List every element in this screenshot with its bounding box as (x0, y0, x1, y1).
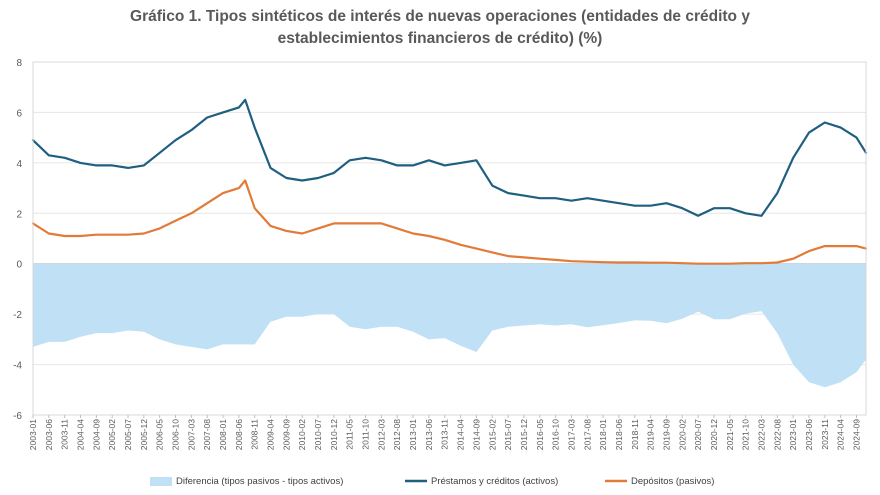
x-tick-label: 2019-04 (646, 419, 656, 450)
x-tick-label: 2007-03 (186, 419, 196, 450)
legend-item-prestamos: Préstamos y créditos (activos) (405, 476, 558, 487)
x-tick-label: 2012-08 (392, 419, 402, 450)
x-tick-label: 2013-11 (440, 419, 450, 450)
x-tick-label: 2018-06 (614, 419, 624, 450)
x-tick-label: 2013-06 (424, 419, 434, 450)
x-tick-label: 2008-11 (250, 419, 260, 450)
x-tick-label: 2004-04 (76, 419, 86, 450)
x-tick-label: 2020-07 (693, 419, 703, 450)
x-tick-label: 2009-04 (266, 419, 276, 450)
series-lines-layer (31, 98, 868, 265)
x-tick-label: 2019-09 (661, 419, 671, 450)
y-tick-label: -2 (13, 310, 22, 321)
x-tick-label: 2014-04 (456, 419, 466, 450)
y-tick-label: 4 (16, 159, 22, 170)
x-tick-label: 2003-06 (44, 419, 54, 450)
x-tick-label: 2024-04 (836, 419, 846, 450)
x-tick-label: 2014-09 (471, 419, 481, 450)
plot-area-frame (32, 61, 867, 416)
x-tick-label: 2018-11 (630, 419, 640, 450)
x-tick-label: 2003-01 (28, 419, 38, 450)
y-tick-label: -4 (13, 361, 22, 372)
chart-title-line-2: establecimientos financieros de crédito)… (277, 30, 603, 47)
x-tick-label: 2006-05 (155, 419, 165, 450)
legend: Diferencia (tipos pasivos - tipos activo… (150, 476, 714, 487)
x-tick-label: 2005-02 (107, 419, 117, 450)
x-tick-label: 2018-01 (598, 419, 608, 450)
y-tick-label: -6 (13, 411, 22, 422)
x-tick-label: 2023-11 (820, 419, 830, 450)
x-tick-label: 2020-12 (709, 419, 719, 450)
y-tick-label: 2 (16, 209, 22, 220)
x-tick-label: 2015-07 (503, 419, 513, 450)
x-tick-label: 2003-11 (60, 419, 70, 450)
x-tick-label: 2015-12 (519, 419, 529, 450)
x-tick-label: 2020-02 (677, 419, 687, 450)
x-tick-label: 2022-08 (772, 419, 782, 450)
x-tick-label: 2022-03 (756, 419, 766, 450)
x-tick-label: 2021-10 (741, 419, 751, 450)
x-axis-tick-labels: 2003-01 2003-06 2003-11 2004-04 2004-09 2005-… (28, 415, 861, 450)
x-tick-label: 2016-10 (551, 419, 561, 450)
chart-title: Gráfico 1. Tipos sintéticos de interés d… (0, 6, 880, 50)
legend-item-depositos: Depósitos (pasivos) (605, 476, 714, 487)
y-tick-label: 8 (16, 58, 22, 69)
y-tick-label: 0 (16, 260, 22, 271)
legend-item-diferencia: Diferencia (tipos pasivos - tipos activo… (150, 476, 343, 487)
x-tick-label: 2012-03 (376, 419, 386, 450)
series-line-depositos (31, 179, 868, 265)
difference-area-layer (33, 263, 866, 388)
x-tick-label: 2004-09 (91, 419, 101, 450)
x-tick-label: 2005-07 (123, 419, 133, 450)
x-tick-label: 2010-02 (297, 419, 307, 450)
x-tick-label: 2023-06 (804, 419, 814, 450)
x-tick-label: 2008-06 (234, 419, 244, 450)
y-tick-label: 6 (16, 108, 22, 119)
x-tick-label: 2005-12 (139, 419, 149, 450)
x-tick-label: 2009-09 (281, 419, 291, 450)
x-tick-label: 2023-01 (788, 419, 798, 450)
x-tick-label: 2017-03 (566, 419, 576, 450)
legend-label: Diferencia (tipos pasivos - tipos activo… (176, 476, 343, 487)
grid-lines (33, 61, 866, 416)
x-tick-label: 2007-08 (202, 419, 212, 450)
x-tick-label: 2017-08 (582, 419, 592, 450)
x-tick-label: 2010-07 (313, 419, 323, 450)
x-tick-label: 2010-12 (329, 419, 339, 450)
x-tick-label: 2021-05 (725, 419, 735, 450)
x-tick-label: 2006-10 (171, 419, 181, 450)
x-tick-label: 2024-09 (851, 419, 861, 450)
series-area-diferencia (33, 263, 866, 388)
legend-label: Préstamos y créditos (activos) (431, 476, 558, 487)
series-line-prestamos (31, 98, 868, 217)
x-tick-label: 2008-01 (218, 419, 228, 450)
legend-swatch-area (150, 477, 172, 486)
chart-title-line-1: Gráfico 1. Tipos sintéticos de interés d… (130, 8, 750, 25)
x-tick-label: 2015-02 (487, 419, 497, 450)
x-tick-label: 2013-01 (408, 419, 418, 450)
legend-label: Depósitos (pasivos) (631, 476, 714, 487)
x-tick-label: 2011-10 (361, 419, 371, 450)
y-axis-tick-labels: 8 6 4 2 0 -2 -4 -6 (13, 58, 22, 422)
x-tick-label: 2011-05 (345, 419, 355, 450)
x-tick-label: 2016-05 (535, 419, 545, 450)
